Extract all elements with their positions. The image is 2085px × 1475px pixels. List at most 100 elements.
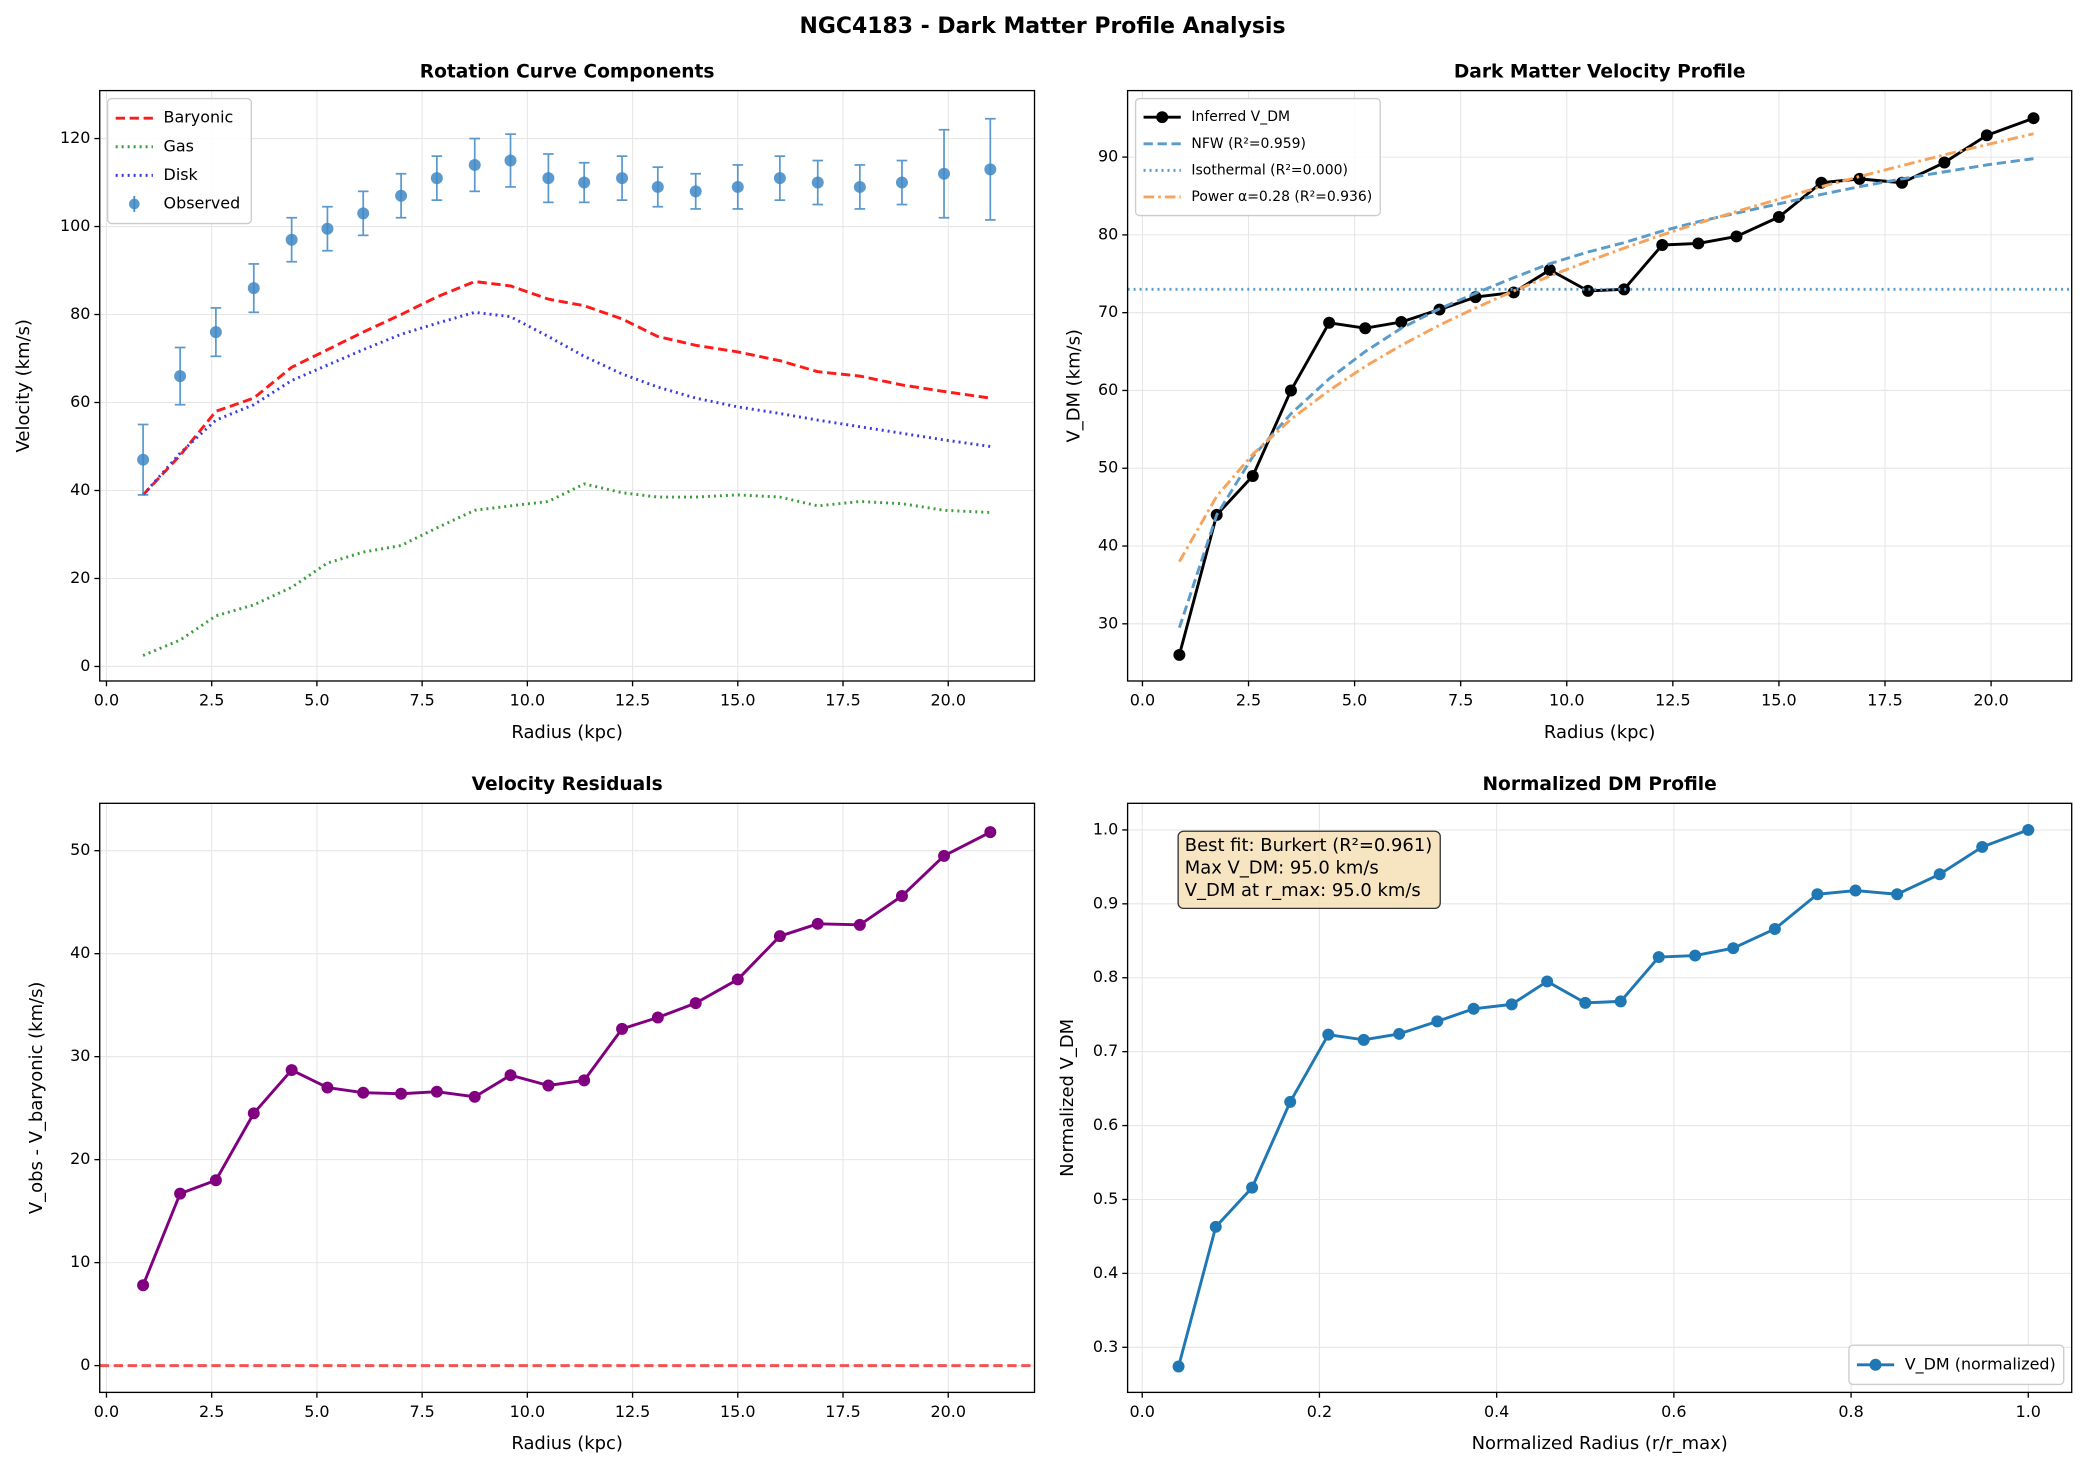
subplot-title: Rotation Curve Components	[420, 61, 715, 82]
x-axis-label: Radius (kpc)	[1544, 722, 1655, 743]
y-tick-label: 80	[1098, 224, 1118, 243]
point	[1431, 1015, 1444, 1028]
x-tick-label: 0.0	[1130, 690, 1155, 709]
x-tick-label: 5.0	[304, 1402, 329, 1421]
figure-title: NGC4183 - Dark Matter Profile Analysis	[799, 14, 1285, 39]
point	[1614, 995, 1627, 1008]
y-axis-label: Normalized V_DM	[1057, 1019, 1078, 1177]
legend-label: Power α=0.28 (R²=0.936)	[1191, 189, 1372, 205]
point	[1173, 648, 1186, 661]
point	[731, 180, 744, 193]
legend: V_DM (normalized)	[1848, 1344, 2065, 1386]
point	[578, 176, 591, 189]
point	[811, 176, 824, 189]
y-tick-label: 80	[70, 304, 90, 323]
series-line	[1178, 132, 2034, 563]
y-tick-label: 0.7	[1093, 1041, 1118, 1060]
point	[430, 1085, 443, 1098]
point	[1730, 230, 1743, 243]
point	[137, 453, 150, 466]
point	[1357, 1033, 1370, 1046]
point	[1891, 888, 1904, 901]
point	[1692, 237, 1705, 250]
annotation-box	[1177, 830, 1441, 910]
point	[984, 826, 997, 839]
y-tick-label: 50	[1098, 458, 1118, 477]
x-tick-label: 15.0	[1761, 690, 1797, 709]
point	[1543, 263, 1556, 276]
point	[1768, 922, 1781, 935]
x-tick-label: 0.0	[94, 690, 119, 709]
point	[468, 1090, 481, 1103]
axes-frame	[1126, 89, 2073, 682]
x-tick-label: 0.6	[1661, 1402, 1686, 1421]
point	[395, 189, 408, 202]
y-tick-label: 30	[1098, 613, 1118, 632]
x-tick-label: 10.0	[510, 690, 546, 709]
point	[731, 973, 744, 986]
legend: Baryonic Gas Disk Observed	[107, 97, 252, 225]
point	[578, 1074, 591, 1087]
x-tick-label: 17.5	[825, 1402, 861, 1421]
y-tick-label: 40	[70, 943, 90, 962]
x-tick-label: 15.0	[720, 690, 756, 709]
point	[984, 163, 997, 176]
y-tick-label: 120	[60, 128, 90, 147]
axes-frame	[99, 89, 1036, 682]
y-tick-label: 0.5	[1093, 1189, 1118, 1208]
legend-box	[1848, 1344, 2065, 1386]
x-tick-label: 2.5	[1236, 690, 1261, 709]
point	[174, 370, 187, 383]
point	[285, 1064, 298, 1077]
point	[542, 1079, 555, 1092]
point	[321, 222, 334, 235]
point	[504, 1069, 517, 1082]
x-axis-label: Radius (kpc)	[511, 1433, 622, 1454]
legend-box	[107, 97, 252, 225]
point	[174, 1187, 187, 1200]
y-tick-label: 60	[1098, 380, 1118, 399]
point	[1579, 996, 1592, 1009]
legend-label: Gas	[164, 136, 194, 155]
legend-label: NFW (R²=0.959)	[1191, 136, 1306, 152]
legend-label: Baryonic	[164, 108, 234, 127]
point	[853, 180, 866, 193]
axes-frame	[1126, 802, 2073, 1394]
x-tick-label: 7.5	[1448, 690, 1473, 709]
point	[689, 185, 702, 198]
point	[895, 890, 908, 902]
x-tick-label: 10.0	[510, 1402, 546, 1421]
axes-frame	[99, 802, 1036, 1394]
point	[395, 1087, 408, 1100]
y-tick-label: 90	[1098, 147, 1118, 166]
y-tick-label: 30	[70, 1046, 90, 1065]
point	[2027, 112, 2040, 125]
point	[938, 849, 951, 862]
subplot-title: Normalized DM Profile	[1482, 774, 1716, 795]
point	[1582, 284, 1594, 297]
subplot-title: Dark Matter Velocity Profile	[1454, 61, 1746, 82]
point	[616, 1022, 629, 1035]
annotation-line: Best fit: Burkert (R²=0.961)	[1185, 835, 1432, 856]
y-tick-label: 70	[1098, 302, 1118, 321]
point	[616, 172, 629, 185]
point	[895, 176, 908, 189]
point	[1322, 1028, 1335, 1041]
y-axis-label: Velocity (km/s)	[13, 319, 34, 452]
point	[430, 172, 443, 185]
point	[504, 154, 517, 167]
point	[1849, 884, 1862, 897]
point	[811, 917, 824, 930]
x-tick-label: 17.5	[825, 690, 861, 709]
annotation: Best fit: Burkert (R²=0.961)Max V_DM: 95…	[1177, 830, 1441, 910]
legend-label: Observed	[164, 193, 241, 212]
point	[1209, 1220, 1222, 1233]
x-tick-label: 0.0	[94, 1402, 119, 1421]
y-tick-label: 1.0	[1093, 819, 1118, 838]
point	[209, 326, 222, 339]
point	[1980, 129, 1993, 142]
annotation-line: V_DM at r_max: 95.0 km/s	[1185, 880, 1421, 901]
y-axis-label: V_obs - V_baryonic (km/s)	[26, 982, 47, 1215]
point	[1393, 1027, 1406, 1040]
point	[357, 207, 370, 220]
